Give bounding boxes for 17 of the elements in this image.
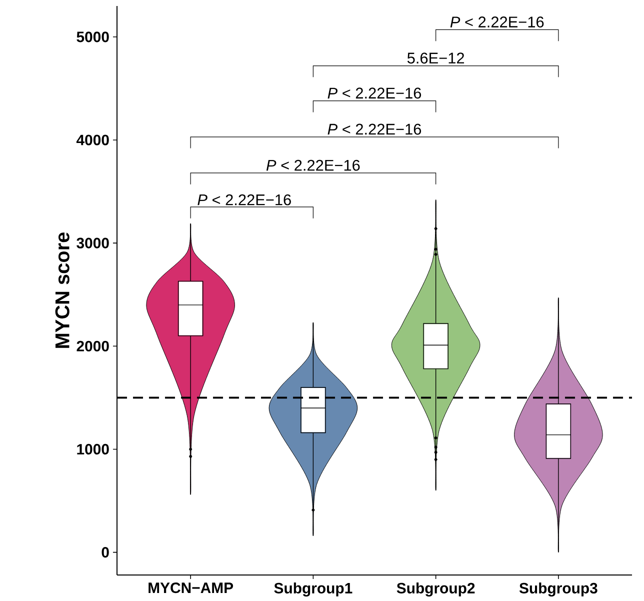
annotation: 5.6E−12 xyxy=(407,52,464,64)
annotation: P < 2.22E−16 xyxy=(266,160,360,171)
y-tick-label: 5000 xyxy=(76,32,109,42)
x-tick-label: Subgroup1 xyxy=(274,582,352,597)
annotation: P < 2.22E−16 xyxy=(328,88,422,99)
y-axis-title: MYCN score xyxy=(55,232,70,348)
x-tick-label: Subgroup3 xyxy=(519,582,598,597)
y-tick-label: 3000 xyxy=(76,238,109,248)
annotation: P < 2.22E−16 xyxy=(450,16,544,28)
annotation: P < 2.22E−16 xyxy=(328,124,422,135)
y-tick-label: 2000 xyxy=(76,340,109,352)
y-tick-label: 0 xyxy=(102,547,109,558)
y-tick-label: 4000 xyxy=(76,134,109,146)
x-tick-label: MYCN−AMP xyxy=(148,582,234,594)
x-tick-label: Subgroup2 xyxy=(396,582,475,597)
y-tick-label: 1000 xyxy=(77,444,109,455)
annotation: P < 2.22E−16 xyxy=(198,194,291,206)
